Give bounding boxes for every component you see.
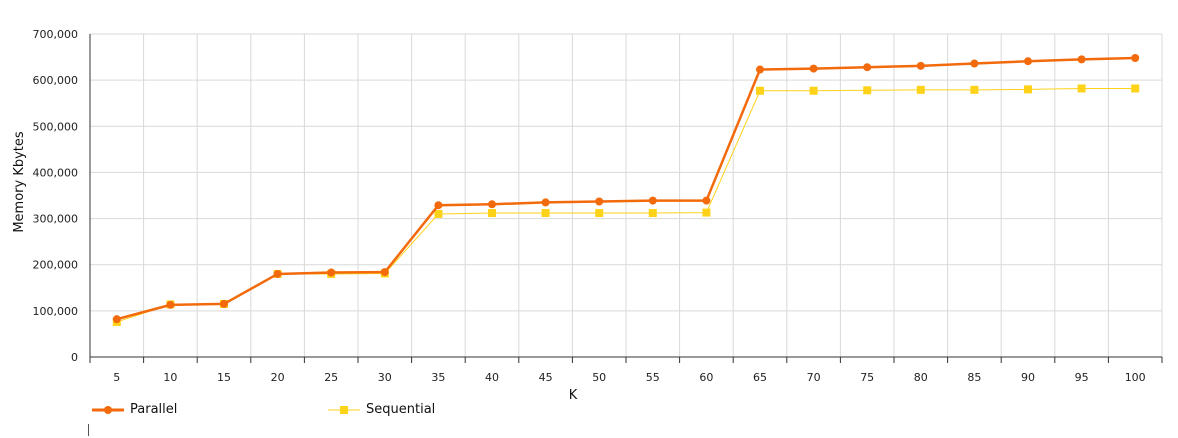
data-point-parallel[interactable] <box>434 201 443 210</box>
x-tick-label: 100 <box>1125 371 1146 384</box>
x-tick-label: 30 <box>378 371 392 384</box>
data-point-parallel[interactable] <box>1131 53 1140 62</box>
line-chart: 0 100,000 200,000 300,000 400,000 500,000 600,… <box>12 28 1163 400</box>
data-point-parallel[interactable] <box>541 198 550 207</box>
y-tick-label: 700,000 <box>33 28 79 41</box>
data-point-parallel[interactable] <box>273 269 282 278</box>
text-cursor <box>88 424 89 436</box>
series-parallel <box>112 53 1140 324</box>
axes <box>89 34 1163 363</box>
x-tick-label: 20 <box>271 371 285 384</box>
data-point-parallel[interactable] <box>166 300 175 309</box>
x-tick-label: 80 <box>914 371 928 384</box>
series-layer <box>112 53 1140 326</box>
data-point-sequential[interactable] <box>434 209 443 218</box>
x-tick-label: 10 <box>163 371 177 384</box>
y-tick-label: 400,000 <box>33 166 79 179</box>
legend-item-parallel[interactable]: Parallel <box>92 402 328 417</box>
data-point-sequential[interactable] <box>702 208 711 217</box>
x-tick-label: 50 <box>592 371 606 384</box>
data-point-sequential[interactable] <box>1077 84 1086 93</box>
x-tick-label: 45 <box>539 371 553 384</box>
legend: Parallel Sequential <box>92 402 435 417</box>
data-point-sequential[interactable] <box>541 209 550 218</box>
x-tick-label: 65 <box>753 371 767 384</box>
data-point-sequential[interactable] <box>756 86 764 95</box>
data-point-sequential[interactable] <box>809 86 818 95</box>
data-point-parallel[interactable] <box>1024 57 1032 66</box>
y-tick-label: 300,000 <box>33 213 79 226</box>
y-tick-label: 600,000 <box>33 74 79 87</box>
x-tick-label: 5 <box>113 371 120 384</box>
data-point-parallel[interactable] <box>756 65 764 74</box>
data-point-parallel[interactable] <box>1077 55 1086 64</box>
x-tick-label: 25 <box>324 371 338 384</box>
data-point-parallel[interactable] <box>970 59 979 68</box>
data-point-parallel[interactable] <box>595 197 604 206</box>
data-point-parallel[interactable] <box>702 196 711 205</box>
data-point-parallel[interactable] <box>916 61 925 70</box>
data-point-sequential[interactable] <box>863 86 872 95</box>
x-tick-label: 75 <box>860 371 874 384</box>
x-axis-ticks: 5 10 15 20 25 30 35 40 45 50 55 60 65 70 75 80 85 90 95 100 <box>113 371 1145 384</box>
data-point-sequential[interactable] <box>970 85 979 94</box>
x-tick-label: 40 <box>485 371 499 384</box>
data-point-sequential[interactable] <box>595 209 604 218</box>
x-tick-label: 70 <box>807 371 821 384</box>
x-tick-label: 60 <box>699 371 713 384</box>
legend-label-parallel: Parallel <box>130 402 178 417</box>
series-line-parallel <box>116 56 1136 321</box>
data-point-parallel[interactable] <box>380 268 389 277</box>
y-tick-label: 100,000 <box>33 305 79 318</box>
y-tick-label: 0 <box>71 351 78 364</box>
data-point-parallel[interactable] <box>863 63 872 72</box>
y-tick-label: 500,000 <box>33 120 79 133</box>
data-point-sequential[interactable] <box>648 209 657 218</box>
data-point-sequential[interactable] <box>1024 85 1032 94</box>
legend-swatch-parallel <box>92 405 124 414</box>
data-point-parallel[interactable] <box>809 64 818 73</box>
data-point-parallel[interactable] <box>648 196 657 205</box>
y-tick-label: 200,000 <box>33 259 79 272</box>
data-point-parallel[interactable] <box>220 299 228 308</box>
data-point-sequential[interactable] <box>488 209 496 218</box>
data-point-sequential[interactable] <box>1131 84 1140 93</box>
x-tick-label: 55 <box>646 371 660 384</box>
data-point-parallel[interactable] <box>327 268 336 277</box>
x-tick-label: 35 <box>431 371 445 384</box>
legend-swatch-sequential <box>328 405 360 414</box>
y-axis-title: Memory Kbytes <box>12 131 27 233</box>
x-tick-label: 15 <box>217 371 231 384</box>
legend-item-sequential[interactable]: Sequential <box>328 402 435 417</box>
grid-lines <box>90 33 1163 357</box>
x-tick-label: 90 <box>1021 371 1035 384</box>
data-point-sequential[interactable] <box>916 85 925 94</box>
x-tick-label: 85 <box>967 371 981 384</box>
x-tick-label: 95 <box>1075 371 1089 384</box>
legend-label-sequential: Sequential <box>366 402 436 417</box>
y-axis-ticks: 0 100,000 200,000 300,000 400,000 500,000 600,… <box>33 28 79 364</box>
data-point-parallel[interactable] <box>112 315 121 324</box>
data-point-parallel[interactable] <box>488 200 496 209</box>
x-axis-title: K <box>569 388 578 400</box>
